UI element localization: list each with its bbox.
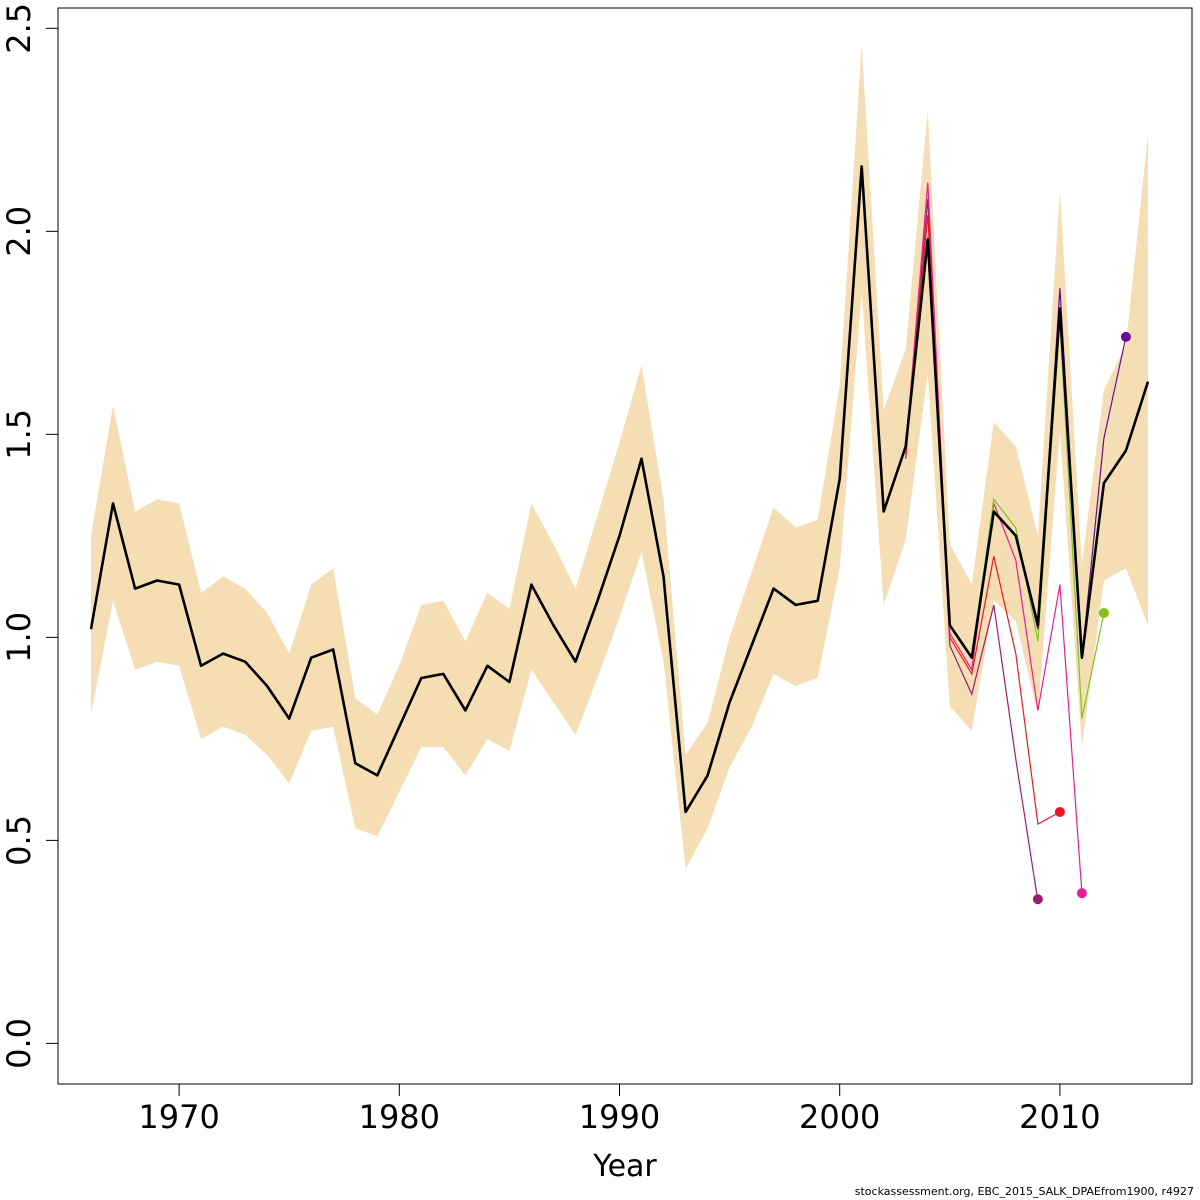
y-tick-label: 0.0 bbox=[0, 1018, 38, 1069]
retrospective-end-point-1 bbox=[1032, 894, 1043, 905]
end-points-layer bbox=[1032, 331, 1131, 905]
retrospective-end-point-5 bbox=[1120, 331, 1131, 342]
y-tick-label: 2.0 bbox=[0, 206, 38, 257]
footer-note: stockassessment.org, EBC_2015_SALK_DPAEf… bbox=[854, 1185, 1194, 1198]
x-tick-label: 1980 bbox=[359, 1098, 440, 1136]
x-tick-label: 2000 bbox=[799, 1098, 880, 1136]
y-tick-label: 1.5 bbox=[0, 409, 38, 460]
x-tick-label: 1970 bbox=[138, 1098, 219, 1136]
y-tick-label: 1.0 bbox=[0, 612, 38, 663]
retrospective-line-1 bbox=[905, 198, 1039, 902]
x-tick-label: 2010 bbox=[1019, 1098, 1100, 1136]
main-estimate-line bbox=[89, 165, 1150, 814]
confidence-band-layer bbox=[91, 44, 1148, 869]
retrospective-end-point-4 bbox=[1098, 607, 1109, 618]
y-axis: 0.0 0.5 1.0 1.5 2.0 2.5 bbox=[0, 3, 59, 1069]
y-tick-label: 0.5 bbox=[0, 815, 38, 866]
x-axis: 1970 1980 1990 2000 2010 bbox=[138, 1083, 1101, 1136]
y-tick-label: 2.5 bbox=[0, 3, 38, 54]
x-axis-title: Year bbox=[592, 1149, 657, 1184]
retrospective-end-point-2 bbox=[1054, 806, 1065, 817]
series-lines-layer bbox=[89, 165, 1150, 902]
x-tick-label: 1990 bbox=[579, 1098, 660, 1136]
retrospective-end-point-3 bbox=[1076, 888, 1087, 899]
confidence-band bbox=[91, 44, 1148, 869]
